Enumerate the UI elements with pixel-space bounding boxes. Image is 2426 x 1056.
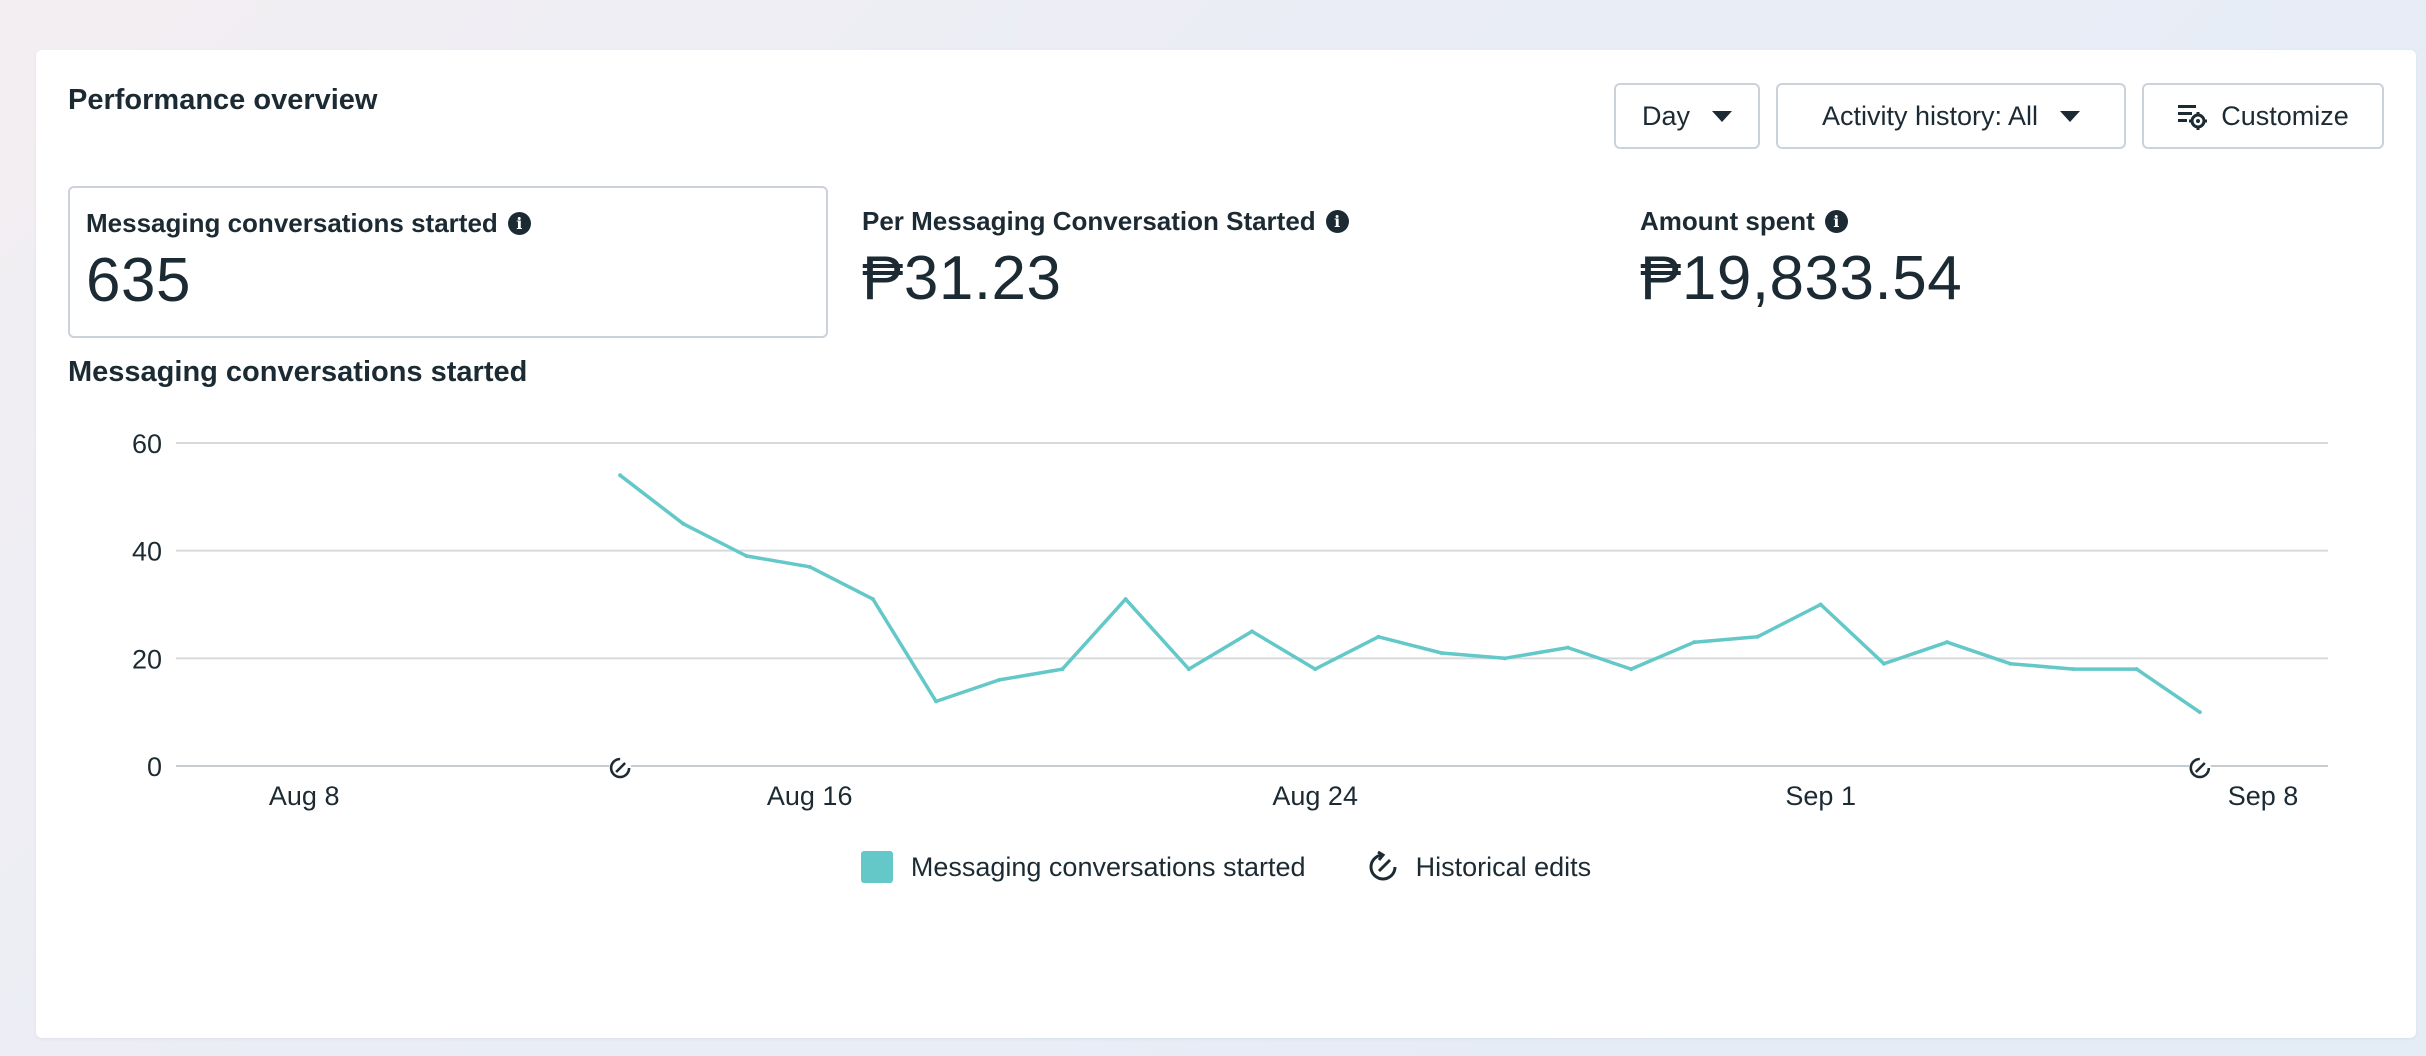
customize-label: Customize [2221,100,2349,131]
day-dropdown-label: Day [1641,100,1690,131]
data-point [807,564,812,569]
historical-edit-icon [1369,850,1397,881]
data-point [1629,667,1634,672]
data-point [2071,667,2076,672]
x-tick-label: Aug 8 [269,781,340,811]
legend-edits-label: Historical edits [1415,851,1592,882]
data-point [1755,634,1760,639]
x-tick-label: Aug 24 [1272,781,1358,811]
metric-value: ₱19,833.54 [1640,244,1963,313]
data-point [2008,661,2013,666]
data-point [1376,634,1381,639]
historical-edit-icon[interactable] [2188,757,2211,779]
series-line [619,473,2201,714]
data-point [1818,602,1823,607]
data-point [1186,667,1191,672]
data-point [1439,650,1444,655]
performance-overview-card: Performance overview Day Activity histor… [36,50,2416,1038]
metric-value: 635 [86,246,191,315]
page-title: Performance overview [68,84,378,116]
x-tick-label: Sep 8 [2228,781,2299,811]
data-point [1692,640,1697,645]
historical-edit-icon[interactable] [609,757,632,779]
info-icon[interactable]: i [1325,210,1349,233]
y-tick-label: 60 [132,429,162,459]
data-point [1565,645,1570,650]
data-point [1881,661,1886,666]
legend-swatch [860,851,893,883]
data-point [2134,667,2139,672]
customize-button[interactable]: Customize [2142,83,2384,149]
metric-label-wrap: Per Messaging Conversation Started i [862,206,1590,237]
y-tick-label: 0 [147,752,162,782]
data-point [997,677,1002,682]
x-tick-label: Aug 16 [767,781,853,811]
caret-down-icon [1712,110,1732,122]
caret-down-icon [2060,110,2081,122]
metric-label: Per Messaging Conversation Started [862,206,1316,236]
activity-history-dropdown[interactable]: Activity history: All [1776,83,2126,149]
metric-amount-spent[interactable]: Amount spent i ₱19,833.54 [1624,186,2384,338]
x-tick-label: Sep 1 [1785,781,1856,811]
metric-label: Messaging conversations started [86,208,498,238]
metric-label-wrap: Messaging conversations started i [86,208,810,239]
data-point [744,554,749,559]
data-point [1313,667,1318,672]
legend-series-label: Messaging conversations started [910,851,1306,882]
data-point [1060,667,1065,672]
data-point [618,473,623,478]
data-point [1123,597,1128,602]
chart-title: Messaging conversations started [68,356,528,388]
data-point [681,521,686,526]
chart-legend: Messaging conversations started Historic… [36,850,2416,884]
line-chart: 0 20 40 60 Aug 8 Aug 16 Aug 24 Sep 1 Sep 8 [132,429,2328,811]
metric-cost-per-conversation[interactable]: Per Messaging Conversation Started i ₱31… [846,186,1606,338]
data-point [870,597,875,602]
data-point [1502,656,1507,661]
customize-settings-icon [2178,105,2208,130]
y-tick-label: 40 [132,537,162,567]
metric-label: Amount spent [1640,206,1815,236]
metric-conversations-started[interactable]: Messaging conversations started i 635 [68,186,828,338]
metric-value: ₱31.23 [862,244,1062,313]
activity-history-label: Activity history: All [1821,100,2039,131]
info-icon[interactable]: i [507,212,531,235]
data-point [1250,629,1254,634]
info-icon[interactable]: i [1824,210,1848,233]
day-dropdown[interactable]: Day [1614,83,1760,149]
legend-item-series[interactable]: Messaging conversations started [860,851,1306,883]
metric-label-wrap: Amount spent i [1640,206,2368,237]
legend-item-historical-edits[interactable]: Historical edits [1366,850,1592,884]
data-point [1945,640,1950,645]
y-tick-label: 20 [132,644,162,674]
data-point [2197,710,2202,715]
data-point [934,699,939,704]
